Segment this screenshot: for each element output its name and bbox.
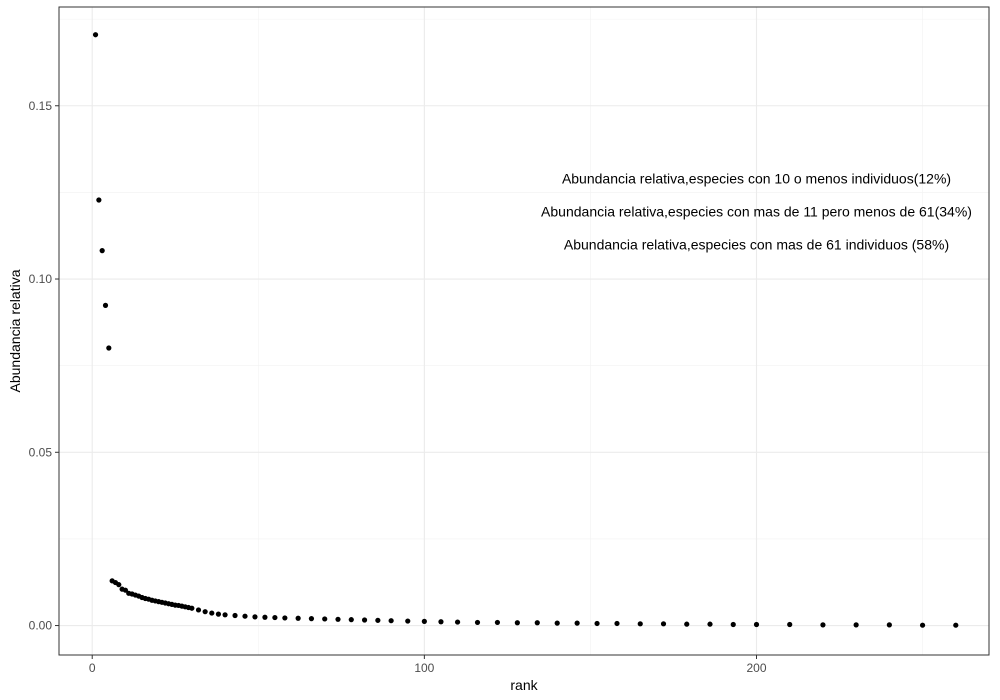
- data-point: [96, 197, 102, 203]
- data-point: [106, 345, 112, 351]
- grid-minor: [59, 7, 989, 655]
- data-point: [787, 621, 793, 628]
- panel-border: [58, 6, 990, 656]
- y-tick-label: 0.10: [29, 272, 53, 286]
- data-point: [242, 613, 248, 619]
- data-point: [202, 609, 208, 615]
- data-point: [322, 616, 328, 622]
- data-point: [252, 614, 258, 620]
- data-point: [637, 621, 643, 627]
- y-tick-label: 0.15: [29, 99, 53, 113]
- data-point: [614, 620, 620, 627]
- data-point: [707, 621, 713, 627]
- data-point: [953, 622, 959, 628]
- data-point: [853, 622, 859, 628]
- data-point: [554, 620, 560, 626]
- x-tick-label: 0: [89, 661, 96, 675]
- data-point: [116, 582, 122, 588]
- x-axis: 0 100 200: [89, 655, 767, 675]
- data-point: [295, 615, 301, 621]
- data-point: [594, 620, 600, 627]
- x-axis-title: rank: [510, 677, 538, 693]
- data-point: [348, 617, 354, 623]
- grid-major: [59, 7, 989, 655]
- data-point: [753, 621, 760, 628]
- data-point: [454, 619, 461, 625]
- annotation-label: Abundancia relativa,especies con 10 o me…: [562, 171, 951, 187]
- panel-background: [59, 7, 989, 655]
- data-point: [189, 605, 195, 611]
- data-point: [195, 607, 202, 613]
- y-tick-label: 0.00: [29, 619, 53, 633]
- data-point: [405, 618, 411, 624]
- data-point: [262, 614, 268, 620]
- data-point: [99, 248, 105, 254]
- data-point: [730, 621, 736, 628]
- data-point: [438, 619, 444, 625]
- data-points: [92, 32, 959, 628]
- annotations: Abundancia relativa,especies con 10 o me…: [541, 171, 972, 253]
- y-tick-label: 0.05: [29, 445, 53, 459]
- data-point: [272, 614, 278, 621]
- data-point: [886, 622, 892, 628]
- data-point: [335, 616, 341, 622]
- data-point: [361, 617, 368, 623]
- data-point: [209, 610, 215, 616]
- y-axis: 0.00 0.05 0.10 0.15: [29, 99, 59, 633]
- data-point: [388, 618, 394, 624]
- data-point: [660, 621, 667, 627]
- data-point: [375, 617, 381, 623]
- y-axis-title: Abundancia relativa: [7, 269, 23, 392]
- data-point: [919, 622, 926, 628]
- data-point: [122, 587, 129, 593]
- data-point: [215, 611, 222, 617]
- data-point: [92, 32, 99, 38]
- data-point: [308, 616, 315, 622]
- data-point: [232, 612, 238, 619]
- x-tick-label: 100: [414, 661, 434, 675]
- data-point: [222, 612, 228, 618]
- data-point: [474, 619, 481, 626]
- data-point: [421, 618, 427, 624]
- annotation-label: Abundancia relativa,especies con mas de …: [564, 236, 949, 252]
- data-point: [534, 620, 540, 626]
- data-point: [514, 620, 520, 626]
- x-tick-label: 200: [746, 661, 766, 675]
- data-point: [102, 302, 109, 308]
- data-point: [574, 620, 580, 626]
- data-point: [684, 621, 690, 627]
- data-point: [820, 622, 826, 628]
- data-point: [282, 615, 288, 621]
- annotation-label: Abundancia relativa,especies con mas de …: [541, 203, 972, 219]
- data-point: [494, 619, 501, 626]
